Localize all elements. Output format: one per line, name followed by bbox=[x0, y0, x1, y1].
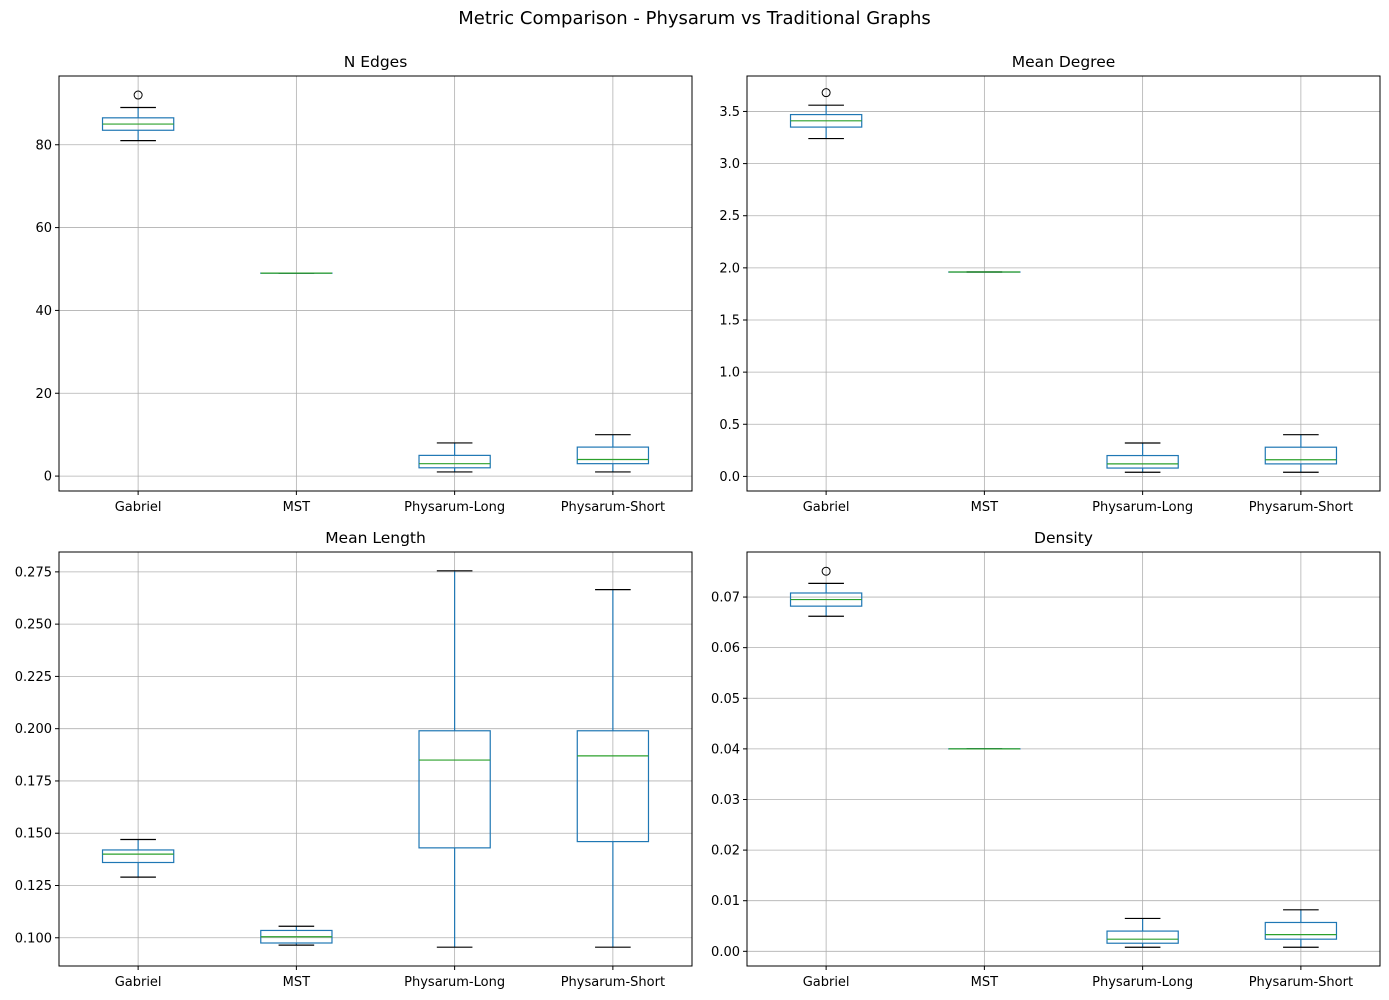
y-tick-label: 0.07 bbox=[711, 591, 740, 606]
outlier-point bbox=[133, 90, 143, 100]
box-mst bbox=[260, 925, 333, 946]
y-tick-label: 0.125 bbox=[15, 879, 52, 894]
x-tick-label: MST bbox=[283, 500, 310, 515]
y-tick-label: 20 bbox=[35, 387, 52, 402]
y-tick-label: 2.5 bbox=[719, 209, 740, 224]
y-tick-label: 0.275 bbox=[15, 565, 52, 580]
x-tick-label: Gabriel bbox=[803, 500, 850, 515]
subplot-title: N Edges bbox=[344, 53, 408, 71]
box-iqr bbox=[101, 849, 175, 864]
x-tick-label: Gabriel bbox=[115, 500, 162, 515]
y-tick-label: 40 bbox=[35, 304, 52, 319]
box-gabriel bbox=[789, 88, 863, 140]
subplot-n-edges: 0 20 40 60 80 Gabriel MST Physarum-Long Physarum… bbox=[35, 53, 693, 515]
box-physarum-short bbox=[1264, 909, 1338, 948]
y-tick-label: 0.225 bbox=[15, 670, 52, 685]
y-tick-label: 0.0 bbox=[719, 470, 740, 485]
y-tick-label: 0.5 bbox=[719, 418, 740, 433]
y-tick-label: 0.05 bbox=[711, 692, 740, 707]
box-iqr bbox=[1106, 454, 1179, 469]
box-physarum-long bbox=[418, 442, 491, 473]
x-tick-label: Physarum-Long bbox=[404, 500, 505, 515]
y-tick-label: 0.150 bbox=[15, 827, 52, 842]
y-tick-label: 0.02 bbox=[711, 844, 740, 859]
subplot-mean-length: 0.100 0.125 0.150 0.175 0.200 0.225 0.250 0.275… bbox=[15, 529, 693, 990]
y-tick-label: 3.0 bbox=[719, 157, 740, 172]
box-iqr bbox=[1106, 930, 1179, 944]
y-tick-label: 0 bbox=[44, 470, 52, 485]
box-iqr bbox=[576, 446, 650, 465]
x-tick-label: Physarum-Short bbox=[561, 975, 665, 990]
y-tick-label: 0.200 bbox=[15, 722, 52, 737]
box-physarum-long bbox=[1106, 917, 1179, 948]
y-tick-label: 0.06 bbox=[711, 641, 740, 656]
subplot-mean-degree: 0.0 0.5 1.0 1.5 2.0 2.5 3.0 3.5 Gabriel MST Physar… bbox=[719, 53, 1381, 515]
box-gabriel bbox=[101, 90, 175, 142]
x-tick-label: MST bbox=[971, 500, 998, 515]
box-gabriel bbox=[101, 838, 175, 878]
box-gabriel bbox=[789, 566, 863, 617]
x-tick-label: Physarum-Short bbox=[1249, 500, 1353, 515]
axes-frame bbox=[58, 551, 693, 967]
axes-frame bbox=[746, 75, 1381, 492]
box-physarum-long bbox=[1106, 442, 1179, 473]
box-physarum-short bbox=[1264, 434, 1338, 473]
subplot-title: Mean Length bbox=[325, 529, 426, 547]
y-tick-label: 0.00 bbox=[711, 945, 740, 960]
x-tick-label: Gabriel bbox=[115, 975, 162, 990]
figure-title: Metric Comparison - Physarum vs Traditio… bbox=[458, 8, 931, 29]
x-tick-label: Physarum-Short bbox=[561, 500, 665, 515]
box-iqr bbox=[1264, 446, 1338, 465]
y-tick-label: 60 bbox=[35, 221, 52, 236]
x-tick-label: Gabriel bbox=[803, 975, 850, 990]
y-tick-label: 1.0 bbox=[719, 366, 740, 381]
subplots: 0 20 40 60 80 Gabriel MST Physarum-Long Physarum… bbox=[15, 53, 1381, 990]
y-tick-label: 0.03 bbox=[711, 793, 740, 808]
y-tick-label: 0.175 bbox=[15, 774, 52, 789]
subplot-density: 0.00 0.01 0.02 0.03 0.04 0.05 0.06 0.07 Gabriel M… bbox=[711, 529, 1381, 990]
subplot-title: Mean Degree bbox=[1012, 53, 1116, 71]
y-tick-label: 0.01 bbox=[711, 894, 740, 909]
box-iqr bbox=[418, 730, 491, 849]
box-iqr bbox=[418, 454, 491, 469]
y-tick-label: 1.5 bbox=[719, 313, 740, 328]
x-tick-label: Physarum-Long bbox=[1092, 975, 1193, 990]
box-iqr bbox=[576, 730, 650, 843]
y-tick-label: 3.5 bbox=[719, 105, 740, 120]
axes-frame bbox=[58, 75, 693, 492]
outlier-point bbox=[821, 566, 831, 576]
subplot-title: Density bbox=[1034, 529, 1093, 547]
x-tick-label: MST bbox=[971, 975, 998, 990]
y-tick-label: 0.100 bbox=[15, 931, 52, 946]
outlier-point bbox=[821, 88, 831, 98]
y-tick-label: 2.0 bbox=[719, 261, 740, 276]
axes-frame bbox=[746, 551, 1381, 967]
box-physarum-short bbox=[576, 434, 650, 473]
box-physarum-long bbox=[418, 570, 491, 948]
y-tick-label: 0.250 bbox=[15, 618, 52, 633]
box-physarum-short bbox=[576, 589, 650, 948]
x-tick-label: Physarum-Long bbox=[404, 975, 505, 990]
y-tick-label: 80 bbox=[35, 138, 52, 153]
x-tick-label: MST bbox=[283, 975, 310, 990]
box-iqr bbox=[1264, 921, 1338, 940]
x-tick-label: Physarum-Long bbox=[1092, 500, 1193, 515]
x-tick-label: Physarum-Short bbox=[1249, 975, 1353, 990]
y-tick-label: 0.04 bbox=[711, 742, 740, 757]
